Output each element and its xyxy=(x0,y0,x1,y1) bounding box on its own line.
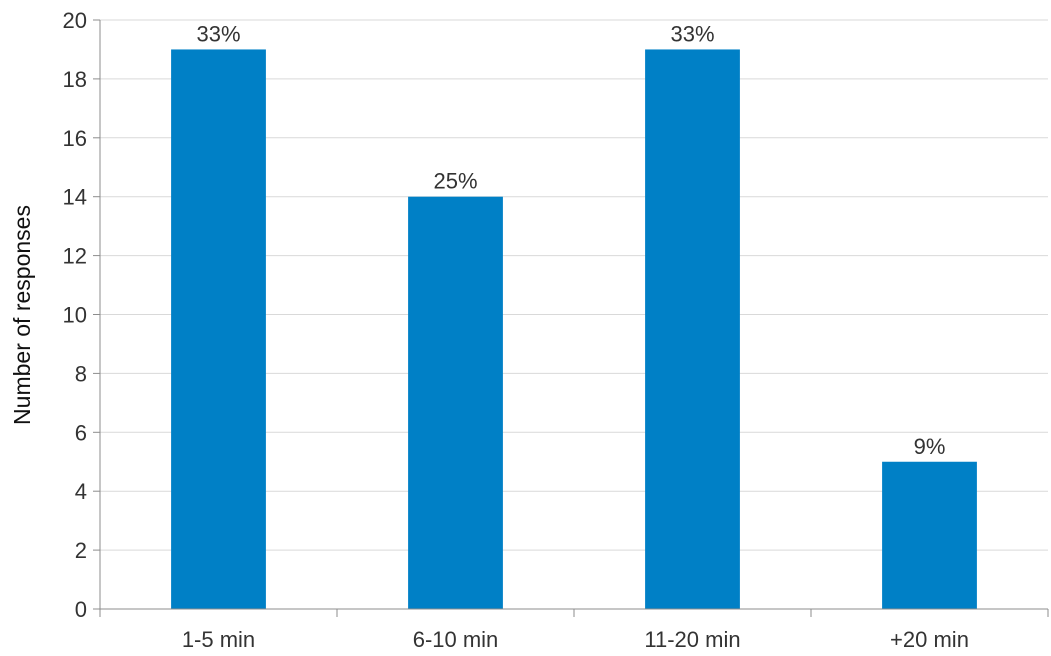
data-label: 25% xyxy=(433,169,477,194)
x-tick-label: +20 min xyxy=(890,627,969,652)
y-tick-label: 0 xyxy=(75,597,87,622)
y-tick-label: 16 xyxy=(63,126,87,151)
y-tick-label: 12 xyxy=(63,244,87,269)
bar xyxy=(171,49,266,609)
x-tick-label: 6-10 min xyxy=(413,627,499,652)
data-label: 33% xyxy=(670,21,714,46)
y-tick-label: 6 xyxy=(75,420,87,445)
y-tick-label: 18 xyxy=(63,67,87,92)
x-tick-label: 11-20 min xyxy=(644,627,740,652)
bar xyxy=(408,196,503,609)
y-tick-labels: 0 2 4 6 8 10 12 14 16 18 20 xyxy=(63,8,87,622)
data-label: 33% xyxy=(196,21,240,46)
y-tick-label: 4 xyxy=(75,479,87,504)
y-tick-label: 14 xyxy=(63,185,87,210)
x-tick-label: 1-5 min xyxy=(182,627,255,652)
bar xyxy=(645,49,740,609)
bar xyxy=(882,461,977,609)
y-axis-title: Number of responses xyxy=(9,205,35,425)
y-tick-label: 2 xyxy=(75,538,87,563)
y-tick-label: 10 xyxy=(63,303,87,328)
x-tick-labels: 1-5 min 6-10 min 11-20 min +20 min xyxy=(182,627,969,652)
data-labels: 33% 25% 33% 9% xyxy=(196,21,945,458)
bars xyxy=(171,49,977,609)
axes xyxy=(93,19,1049,617)
data-label: 9% xyxy=(914,434,946,459)
y-tick-label: 20 xyxy=(63,8,87,33)
y-tick-label: 8 xyxy=(75,361,87,386)
